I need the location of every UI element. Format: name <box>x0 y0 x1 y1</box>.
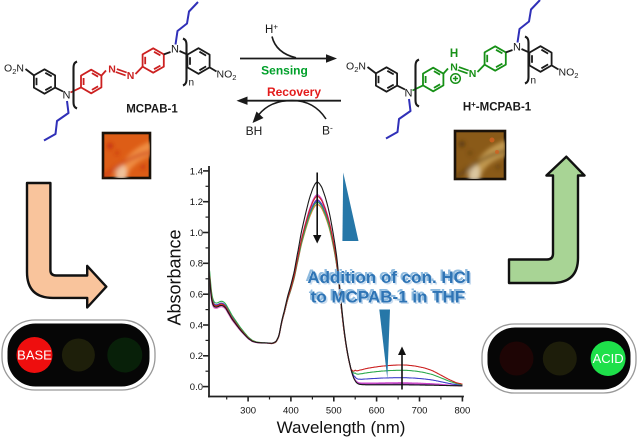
svg-text:800: 800 <box>454 406 470 417</box>
svg-text:300: 300 <box>240 406 256 417</box>
svg-text:1.4: 1.4 <box>190 166 203 177</box>
svg-text:BH: BH <box>246 124 263 138</box>
svg-text:500: 500 <box>326 406 342 417</box>
svg-text:Recovery: Recovery <box>267 85 321 99</box>
svg-text:n: n <box>531 76 537 87</box>
svg-text:O2N: O2N <box>4 63 24 77</box>
svg-text:0.2: 0.2 <box>190 351 203 362</box>
svg-text:Sensing: Sensing <box>261 64 308 78</box>
svg-text:600: 600 <box>369 406 385 417</box>
svg-text:N: N <box>513 42 521 54</box>
svg-text:Addition of con. HCl: Addition of con. HCl <box>307 268 470 287</box>
svg-text:ACID: ACID <box>593 351 624 366</box>
svg-text:0.4: 0.4 <box>190 320 203 331</box>
svg-text:0.8: 0.8 <box>190 259 203 270</box>
svg-text:0.6: 0.6 <box>190 290 203 301</box>
svg-text:N: N <box>127 70 135 82</box>
svg-text:N: N <box>405 88 413 100</box>
svg-text:N: N <box>63 90 71 102</box>
svg-text:1.0: 1.0 <box>190 228 203 239</box>
svg-text:H+-MCPAB-1: H+-MCPAB-1 <box>463 100 532 114</box>
svg-text:MCPAB-1: MCPAB-1 <box>126 104 178 116</box>
svg-text:BASE: BASE <box>17 348 52 363</box>
svg-text:to MCPAB-1 in THF: to MCPAB-1 in THF <box>311 288 466 307</box>
svg-text:NO2: NO2 <box>217 69 237 83</box>
svg-text:1.2: 1.2 <box>190 197 203 208</box>
svg-text:700: 700 <box>412 406 428 417</box>
svg-text:n: n <box>189 78 195 89</box>
svg-text:0.0: 0.0 <box>190 382 203 393</box>
svg-text:N: N <box>108 64 116 76</box>
svg-text:B-: B- <box>322 123 333 138</box>
svg-text:Wavelength (nm): Wavelength (nm) <box>277 418 406 437</box>
svg-text:O2N: O2N <box>346 61 366 75</box>
svg-text:NO2: NO2 <box>559 67 579 81</box>
svg-text:H: H <box>450 48 458 60</box>
svg-text:N: N <box>450 62 458 74</box>
svg-text:N: N <box>171 44 179 56</box>
svg-text:Absorbance: Absorbance <box>165 229 185 325</box>
svg-text:400: 400 <box>283 406 299 417</box>
svg-text:N: N <box>469 68 477 80</box>
